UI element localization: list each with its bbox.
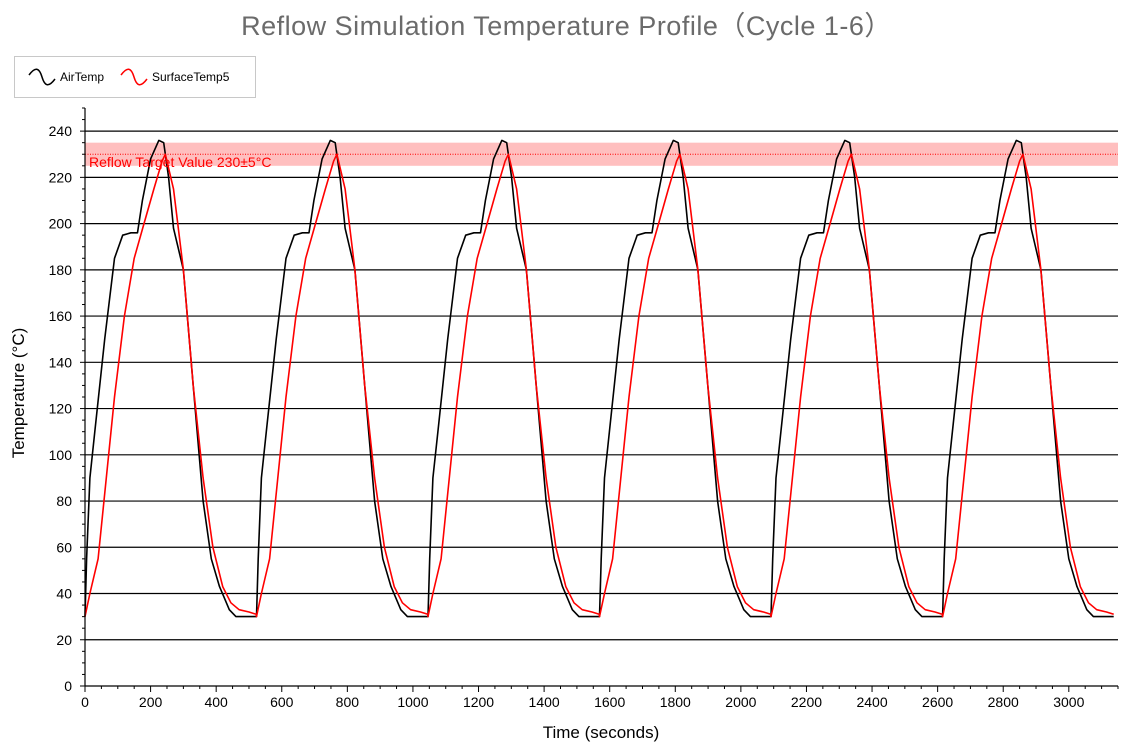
- x-tick-label: 3000: [1053, 694, 1084, 710]
- target-band-label: Reflow Target Value 230±5°C: [89, 154, 271, 170]
- legend-swatch-airtemp: [28, 68, 56, 86]
- x-tick-label: 800: [336, 694, 360, 710]
- y-tick-label: 0: [64, 678, 72, 694]
- y-tick-label: 140: [49, 354, 73, 370]
- x-tick-label: 2000: [725, 694, 756, 710]
- y-tick-label: 20: [56, 632, 72, 648]
- legend-label-surfacetemp5: SurfaceTemp5: [152, 70, 230, 84]
- legend-item-surfacetemp5: SurfaceTemp5: [119, 57, 229, 97]
- x-tick-label: 1400: [529, 694, 560, 710]
- y-tick-label: 180: [49, 262, 73, 278]
- x-tick-label: 2800: [988, 694, 1019, 710]
- x-tick-label: 1800: [660, 694, 691, 710]
- legend-item-airtemp: AirTemp: [27, 57, 104, 97]
- x-tick-label: 1200: [463, 694, 494, 710]
- x-tick-label: 2600: [922, 694, 953, 710]
- x-tick-label: 2200: [791, 694, 822, 710]
- x-tick-label: 1600: [594, 694, 625, 710]
- series-line-surfacetemp5: [84, 153, 1114, 618]
- legend-swatch-surfacetemp5: [120, 68, 148, 86]
- y-tick-label: 200: [49, 216, 73, 232]
- legend: AirTemp SurfaceTemp5: [14, 56, 256, 98]
- chart-title: Reflow Simulation Temperature Profile（Cy…: [241, 11, 892, 41]
- y-tick-label: 80: [56, 493, 72, 509]
- y-tick-label: 60: [56, 539, 72, 555]
- x-tick-label: 1000: [397, 694, 428, 710]
- x-axis-title: Time (seconds): [543, 723, 660, 742]
- x-tick-label: 400: [204, 694, 228, 710]
- x-tick-label: 0: [81, 694, 89, 710]
- y-tick-label: 220: [49, 169, 73, 185]
- y-tick-label: 120: [49, 401, 73, 417]
- y-tick-label: 100: [49, 447, 73, 463]
- series-line-airtemp: [84, 139, 1114, 618]
- y-tick-label: 40: [56, 586, 72, 602]
- x-tick-label: 200: [139, 694, 163, 710]
- target-band: [85, 142, 1118, 166]
- y-axis-title: Temperature (°C): [9, 328, 28, 459]
- y-tick-label: 160: [49, 308, 73, 324]
- legend-label-airtemp: AirTemp: [60, 70, 105, 84]
- x-tick-label: 2400: [856, 694, 887, 710]
- x-tick-label: 600: [270, 694, 294, 710]
- y-tick-label: 240: [49, 123, 73, 139]
